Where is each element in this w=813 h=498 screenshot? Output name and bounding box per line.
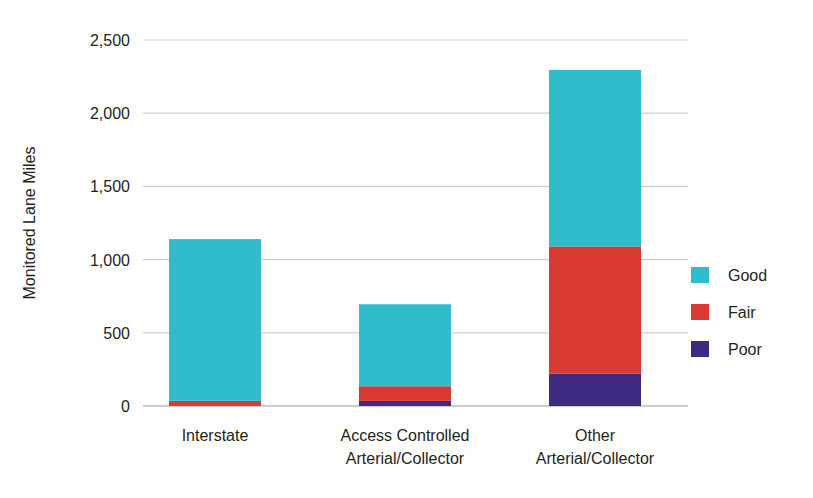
bar — [169, 401, 261, 406]
tick-label: 1,500 — [90, 178, 130, 195]
chart: 0 500 1,000 1,500 2,000 2,500 Monitored Lane M… — [0, 0, 813, 498]
category-label-line: Arterial/Collector — [536, 450, 655, 467]
bars — [169, 70, 641, 406]
legend-swatch — [691, 304, 709, 320]
legend-label: Fair — [728, 304, 756, 321]
tick-label: 1,000 — [90, 252, 130, 269]
category-label-line: Interstate — [182, 427, 249, 444]
tick-label: 0 — [121, 398, 130, 415]
tick-label: 500 — [103, 325, 130, 342]
category-label-line: Access Controlled — [341, 427, 470, 444]
bar — [549, 70, 641, 246]
bar — [359, 386, 451, 401]
legend-label: Poor — [728, 341, 762, 358]
legend-label: Good — [728, 267, 767, 284]
tick-label: 2,000 — [90, 105, 130, 122]
axis-title: Monitored Lane Miles — [21, 147, 38, 300]
bar — [359, 304, 451, 386]
bar — [359, 401, 451, 406]
category-label: Access Controlled Arterial/Collector — [341, 427, 470, 467]
legend-swatch — [691, 267, 709, 283]
category-label-line: Other — [575, 427, 616, 444]
bar — [169, 239, 261, 401]
category-label: Other Arterial/Collector — [536, 427, 655, 467]
bar — [549, 374, 641, 406]
axis-line — [143, 40, 144, 406]
category-label-line: Arterial/Collector — [346, 450, 465, 467]
grid-line — [143, 39, 688, 40]
legend-swatch — [691, 341, 709, 357]
tick-label: 2,500 — [90, 32, 130, 49]
legend: Good Fair Poor — [691, 267, 767, 358]
category-label: Interstate — [182, 427, 249, 444]
bar — [549, 246, 641, 373]
